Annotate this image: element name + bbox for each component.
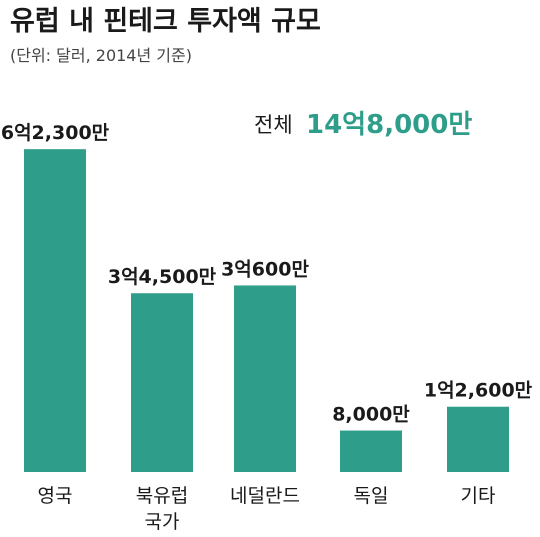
bar-3 xyxy=(340,430,402,472)
bar-2 xyxy=(234,285,296,472)
bar-0 xyxy=(24,149,86,472)
value-label-2: 3억600만 xyxy=(221,258,309,280)
value-label-4: 1억2,600만 xyxy=(424,380,533,402)
bar-4 xyxy=(447,406,509,472)
total-label: 전체 xyxy=(254,113,293,137)
bar-1 xyxy=(131,293,193,472)
category-label-3: 독일 xyxy=(354,485,389,507)
value-labels-group: 6억2,300만 3억4,500만 3억600만 8,000만 1억2,600만 xyxy=(1,122,533,425)
category-label-2: 네덜란드 xyxy=(230,485,300,507)
total-value: 14억8,000만 xyxy=(306,110,472,140)
bars-group xyxy=(24,149,509,472)
value-label-1: 3억4,500만 xyxy=(108,266,217,288)
category-label-1-line-1: 국가 xyxy=(145,511,180,533)
value-label-0: 6억2,300만 xyxy=(1,122,110,144)
total-annotation: 전체 14억8,000만 xyxy=(254,110,472,140)
category-label-1-line-0: 북유럽 xyxy=(136,485,188,507)
chart-subtitle: (단위: 달러, 2014년 기준) xyxy=(10,46,192,65)
chart-title: 유럽 내 핀테크 투자액 규모 xyxy=(10,6,321,37)
value-label-3: 8,000만 xyxy=(332,404,410,426)
category-label-4: 기타 xyxy=(461,485,496,507)
category-label-0: 영국 xyxy=(38,485,73,507)
